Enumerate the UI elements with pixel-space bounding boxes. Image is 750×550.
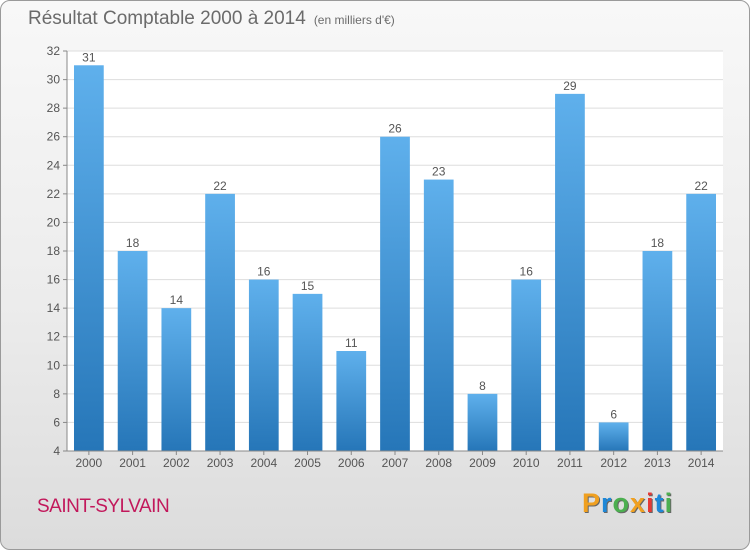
y-tick-label: 6: [53, 415, 60, 429]
x-tick-label: 2011: [557, 456, 583, 470]
bar: [423, 179, 454, 452]
x-tick-label: 2004: [250, 456, 277, 470]
x-tick-label: 2012: [600, 456, 627, 470]
bars: 31 18 14 22 16 15 11 26 23 8 16 29 6 18 22: [73, 50, 717, 452]
bar: [205, 193, 235, 451]
bar: [248, 279, 279, 451]
logo-letter: o: [612, 488, 631, 518]
data-label: 18: [651, 236, 665, 250]
y-tick-label: 10: [47, 358, 61, 372]
chart-subtitle: (en milliers d'€): [313, 13, 395, 27]
x-tick-label: 2001: [119, 456, 146, 470]
logo-letter: t: [654, 488, 665, 518]
chart-title: Résultat Comptable 2000 à 2014: [28, 8, 306, 29]
y-tick-label: 14: [47, 301, 61, 315]
bar: [555, 93, 585, 451]
bar: [336, 351, 367, 451]
y-tick-label: 32: [47, 44, 61, 58]
city-name: SAINT-SYLVAIN: [37, 496, 170, 517]
bar: [467, 393, 498, 451]
data-label: 29: [563, 79, 577, 93]
y-tick-label: 24: [47, 158, 61, 172]
bar: [380, 136, 410, 451]
y-axis: 4 6 8 10 12 14 16 18 20 22 24 26 28 30 32: [47, 44, 68, 458]
x-tick-label: 2010: [513, 456, 540, 470]
data-label: 22: [213, 179, 227, 193]
y-tick-label: 12: [47, 330, 61, 344]
data-label: 16: [520, 265, 534, 279]
x-tick-label: 2008: [425, 456, 452, 470]
x-axis: 2000 2001 2002 2003 2004 2005 2006 2007 2008 2009…: [67, 450, 723, 470]
y-tick-label: 30: [47, 73, 61, 87]
bar: [292, 293, 323, 451]
y-tick-label: 20: [47, 215, 61, 229]
data-label: 6: [610, 407, 617, 421]
x-tick-label: 2005: [294, 456, 321, 470]
bar: [161, 308, 192, 451]
x-tick-label: 2003: [207, 456, 234, 470]
x-tick-label: 2014: [688, 456, 715, 470]
data-label: 14: [170, 293, 184, 307]
y-tick-label: 28: [47, 101, 61, 115]
bar: [686, 193, 717, 451]
bar: [73, 65, 104, 452]
y-tick-label: 22: [47, 187, 61, 201]
data-label: 26: [388, 122, 402, 136]
bar: [598, 422, 629, 451]
y-tick-label: 4: [53, 444, 60, 458]
logo-letter: r: [601, 488, 613, 518]
x-tick-label: 2006: [338, 456, 365, 470]
chart-title-block: Résultat Comptable 2000 à 2014 (en millie…: [28, 8, 395, 30]
bar: [642, 251, 673, 451]
x-tick-label: 2002: [163, 456, 190, 470]
logo-letter: i: [646, 488, 655, 518]
logo-letter: P: [582, 488, 602, 518]
y-tick-label: 26: [47, 130, 61, 144]
data-label: 15: [301, 279, 315, 293]
bar: [117, 251, 148, 451]
x-tick-label: 2009: [469, 456, 496, 470]
data-label: 11: [345, 336, 358, 350]
data-label: 8: [479, 379, 486, 393]
y-tick-label: 16: [47, 273, 61, 287]
data-label: 16: [257, 265, 271, 279]
x-tick-label: 2000: [76, 456, 103, 470]
logo-letter: i: [664, 488, 674, 518]
x-tick-label: 2013: [644, 456, 671, 470]
logo-letter: x: [630, 488, 647, 518]
bar: [511, 279, 542, 451]
x-tick-label: 2007: [382, 456, 409, 470]
data-label: 23: [432, 165, 446, 179]
y-tick-label: 18: [47, 244, 61, 258]
data-label: 22: [694, 179, 708, 193]
proxiti-logo[interactable]: Proxiti: [582, 488, 673, 519]
data-label: 31: [82, 50, 96, 64]
data-label: 18: [126, 236, 140, 250]
y-tick-label: 8: [53, 387, 60, 401]
